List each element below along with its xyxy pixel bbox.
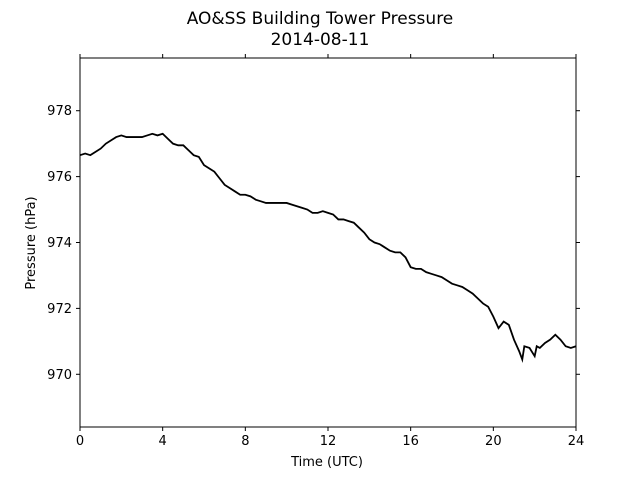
x-tick-label: 0: [76, 434, 84, 449]
y-tick-label: 970: [47, 368, 72, 383]
plot-area: [79, 57, 577, 428]
plot-frame: [79, 57, 577, 428]
x-tick-label: 24: [568, 434, 585, 449]
x-tick-label: 8: [241, 434, 249, 449]
pressure-line: [79, 132, 577, 363]
x-tick-label: 16: [402, 434, 419, 449]
y-axis-label: Pressure (hPa): [24, 196, 39, 289]
x-axis-label: Time (UTC): [290, 455, 363, 470]
x-tick-label: 4: [159, 434, 167, 449]
y-tick-label: 978: [47, 104, 72, 119]
x-tick-label: 20: [485, 434, 502, 449]
y-tick-label: 974: [47, 236, 72, 251]
x-axis: 0 4 8 12 16 20 24: [76, 54, 584, 449]
y-axis: 970 972 974 976 978: [47, 104, 580, 383]
x-tick-label: 12: [320, 434, 337, 449]
chart-subtitle: 2014-08-11: [271, 30, 370, 50]
y-tick-label: 976: [47, 170, 72, 185]
chart-title: AO&SS Building Tower Pressure: [187, 9, 454, 29]
y-tick-label: 972: [47, 302, 72, 317]
